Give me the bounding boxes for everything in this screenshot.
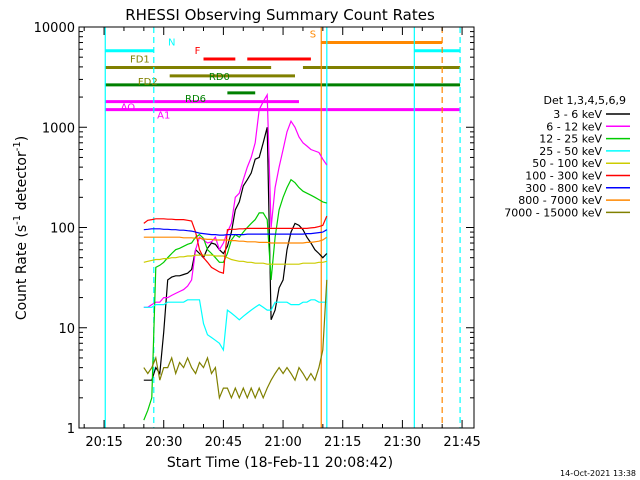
series-lines [143,92,328,421]
series-line [143,254,327,265]
series-line [143,92,328,308]
series-line [143,127,328,381]
flag-label-rd6: RD6 [185,94,206,105]
legend-entry-label: 7000 - 15000 keV [504,206,602,219]
legend-entry-label: 50 - 100 keV [532,157,602,170]
flag-label-fd1: FD1 [130,54,150,65]
legend-entry-label: 6 - 12 keV [546,120,602,133]
x-tick-label: 21:15 [324,435,361,450]
y-axis-label-sup2: -1 [12,141,23,151]
legend-entry-label: 25 - 50 keV [539,145,602,158]
flag-label-a1: A1 [157,111,170,122]
flag-label-ao: AO [121,103,136,114]
y-axis-label-end: ) [14,136,30,141]
series-line [143,236,328,244]
legend-entry-label: 12 - 25 keV [539,133,602,146]
x-tick-label: 20:30 [145,435,182,450]
series-line [143,299,327,352]
x-tick-label: 20:45 [205,435,242,450]
legend-entry-label: 100 - 300 keV [525,170,602,183]
y-tick-label: 10 [58,322,75,337]
legend-entry-label: 300 - 800 keV [525,182,602,195]
y-axis-label-mid: detector [14,151,30,215]
attenuator-vertical-lines [104,27,461,428]
legend-header: Det 1,3,4,5,6,9 [543,94,626,107]
timestamp: 14-Oct-2021 13:38 [560,469,636,478]
x-axis-label: Start Time (18-Feb-11 20:08:42) [167,455,393,471]
x-tick-label: 21:30 [384,435,421,450]
y-tick-label: 1000 [42,121,75,136]
x-tick-label: 21:45 [443,435,480,450]
y-axis-label-sup1: -1 [12,215,23,225]
series-line [143,215,328,274]
flag-label-f: F [195,46,201,57]
legend-entry-label: 800 - 7000 keV [518,194,602,207]
y-tick-label: 10000 [34,21,75,36]
series-line [143,228,328,236]
series-line [143,178,327,421]
flag-label-s: S [310,30,316,41]
flag-label-n: N [168,38,175,49]
y-axis-label-main: Count Rate (s [14,225,30,320]
series-line [143,279,328,401]
y-tick-label: 1 [67,422,75,437]
chart-title: RHESSI Observing Summary Count Rates [125,6,435,24]
legend-entry-label: 3 - 6 keV [553,108,602,121]
y-tick-label: 100 [50,222,75,237]
y-axis-label: Count Rate (s-1 detector-1) [12,136,30,320]
x-tick-label: 20:15 [85,435,122,450]
flag-label-fd2: FD2 [138,77,158,88]
flag-label-rd0: RD0 [209,72,230,83]
x-tick-label: 21:00 [264,435,301,450]
axes: 20:15 20:30 20:45 21:00 21:15 21:30 21:45 1 10 10… [34,21,481,450]
